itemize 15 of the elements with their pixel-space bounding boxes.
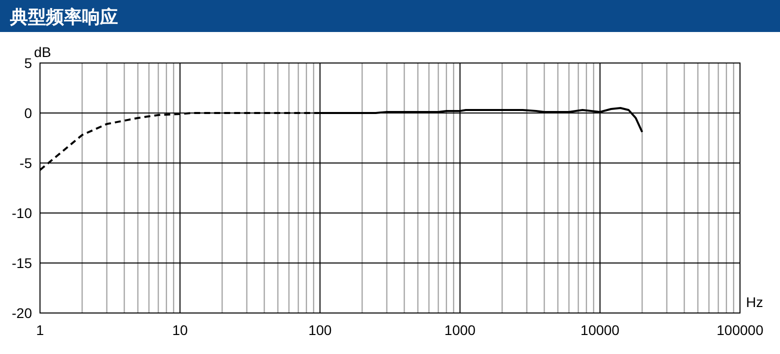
x-tick-label: 10000 (580, 322, 620, 338)
y-tick-label: -20 (12, 305, 32, 321)
y-tick-label: 0 (24, 105, 32, 121)
x-tick-label: 1 (36, 322, 44, 338)
y-tick-label: 5 (24, 55, 32, 71)
chart-title: 典型频率响应 (9, 7, 118, 27)
x-tick-label: 100 (308, 322, 332, 338)
y-tick-label: -5 (20, 155, 32, 171)
y-tick-label: -10 (12, 205, 32, 221)
x-tick-label: 100000 (716, 322, 764, 338)
y-axis-title: dB (34, 44, 52, 60)
x-tick-label: 1000 (444, 322, 476, 338)
x-axis-title: Hz (746, 294, 764, 310)
y-tick-label: -15 (12, 255, 32, 271)
x-tick-label: 10 (172, 322, 188, 338)
